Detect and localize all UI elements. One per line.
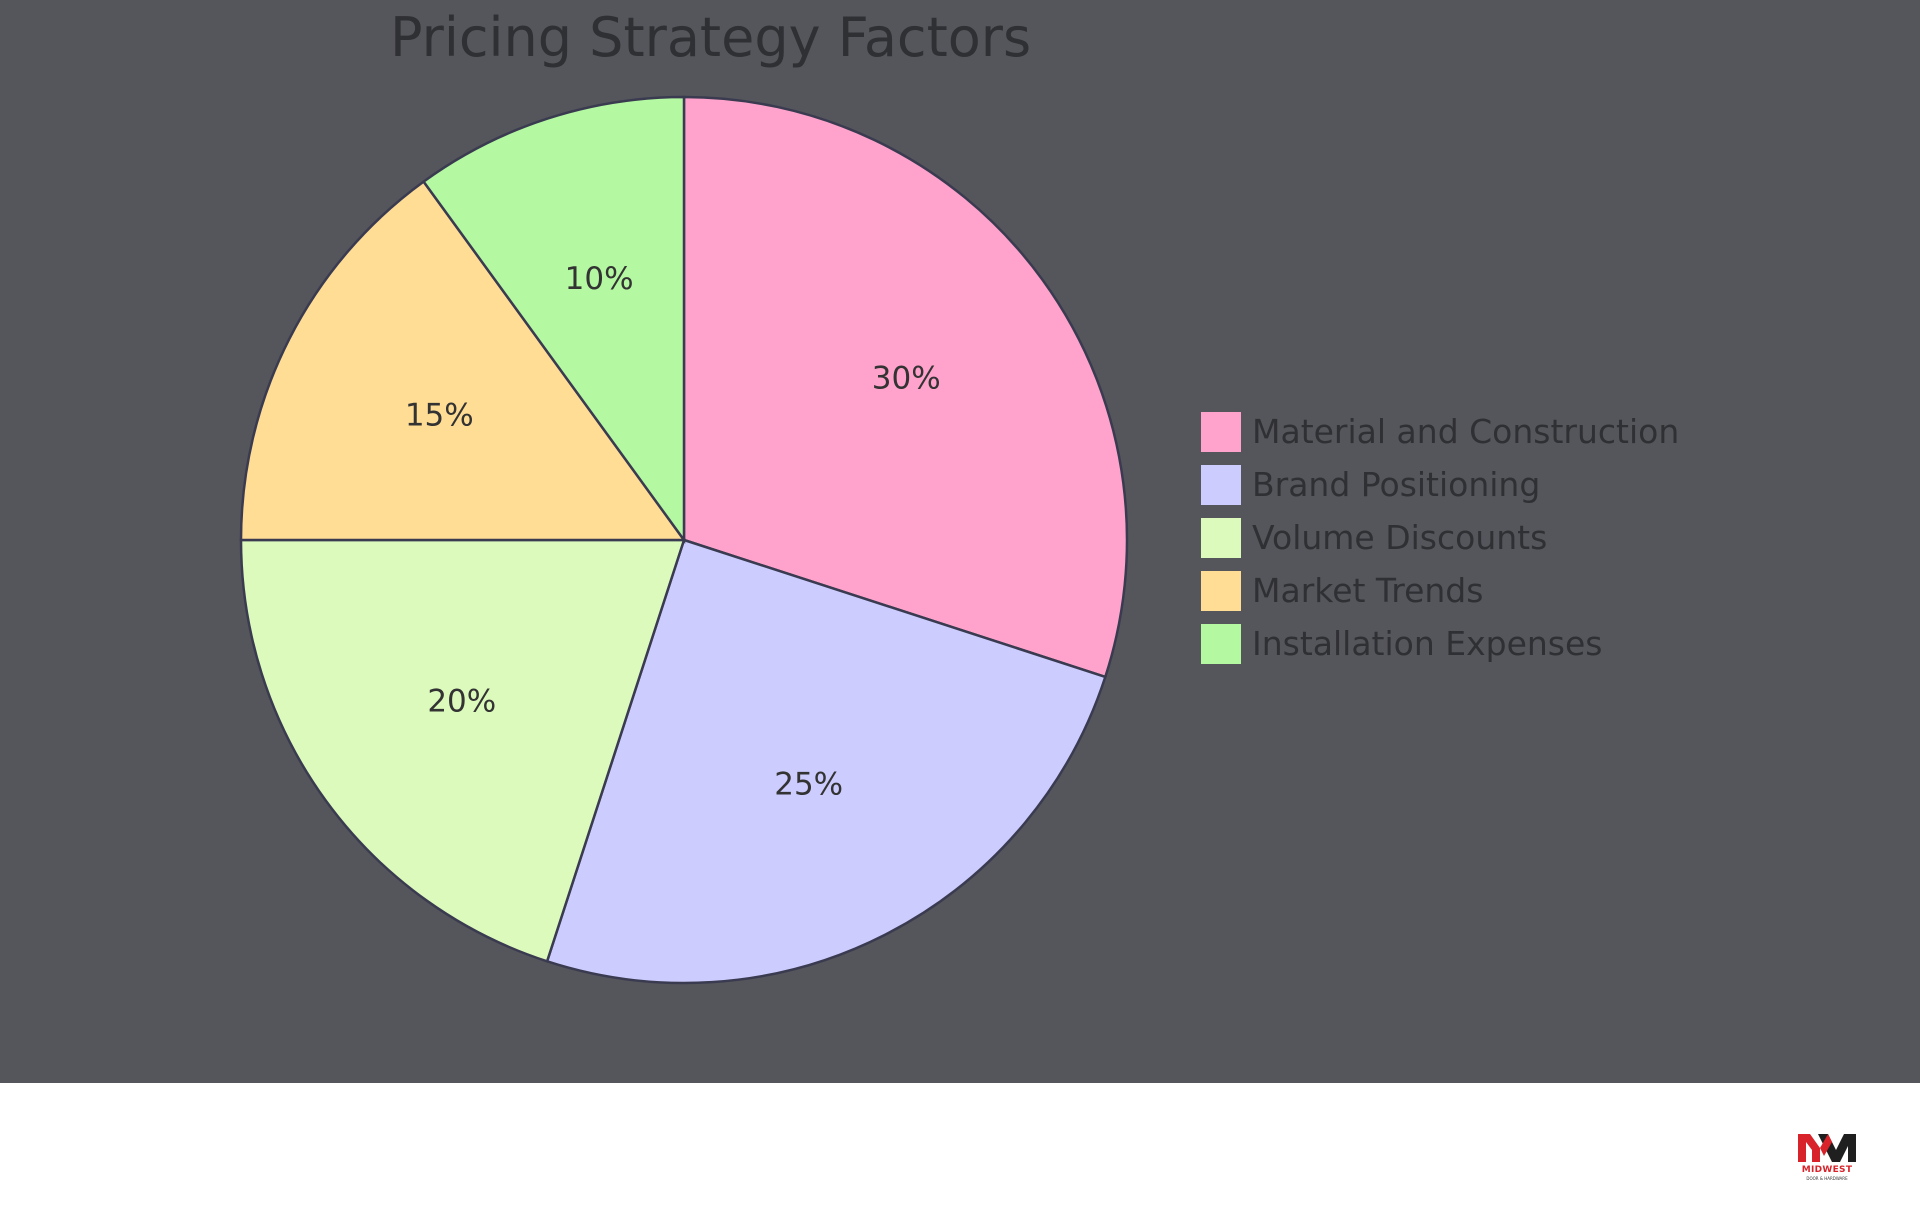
- midwest-logo-icon: [1798, 1134, 1856, 1162]
- pie-chart: 30% 25% 20% 15% 10%: [239, 95, 1129, 985]
- legend-item-0: Material and Construction: [1199, 405, 1679, 458]
- brand-subtitle: DOOR & HARDWARE: [1806, 1176, 1848, 1181]
- legend-swatch-1: [1199, 462, 1243, 507]
- pie-slice-2: [239, 538, 686, 963]
- slice-label-2: 20%: [427, 683, 496, 719]
- legend-swatch-3: [1199, 568, 1243, 613]
- brand-name: MIDWEST: [1801, 1165, 1853, 1175]
- legend-item-2: Volume Discounts: [1199, 511, 1679, 564]
- legend-item-1: Brand Positioning: [1199, 458, 1679, 511]
- slice-label-4: 10%: [565, 261, 634, 297]
- legend-label-4: Installation Expenses: [1252, 624, 1603, 663]
- legend-label-2: Volume Discounts: [1252, 518, 1548, 557]
- pie-slice-0: [682, 95, 1129, 679]
- legend-label-0: Material and Construction: [1252, 412, 1680, 451]
- footer: [0, 1083, 1920, 1215]
- legend-item-3: Market Trends: [1199, 564, 1679, 617]
- legend-swatch-4: [1199, 621, 1243, 666]
- pie-slice-4: [421, 95, 686, 544]
- chart-title: Pricing Strategy Factors: [390, 6, 1032, 69]
- chart-panel: 30% 25% 20% 15% 10% Pricing Strategy Factors…: [0, 0, 1920, 1083]
- chart-legend: Material and Construction Brand Positioni…: [1199, 405, 1679, 670]
- slice-label-1: 25%: [774, 767, 843, 803]
- legend-label-3: Market Trends: [1252, 571, 1484, 610]
- legend-label-1: Brand Positioning: [1252, 465, 1541, 504]
- legend-swatch-2: [1199, 515, 1243, 560]
- legend-item-4: Installation Expenses: [1199, 617, 1679, 670]
- slice-label-3: 15%: [405, 397, 474, 433]
- slice-label-0: 30%: [872, 361, 941, 397]
- pie-slice-1: [545, 538, 1107, 985]
- legend-swatch-0: [1199, 409, 1243, 454]
- pie-slice-3: [239, 179, 687, 542]
